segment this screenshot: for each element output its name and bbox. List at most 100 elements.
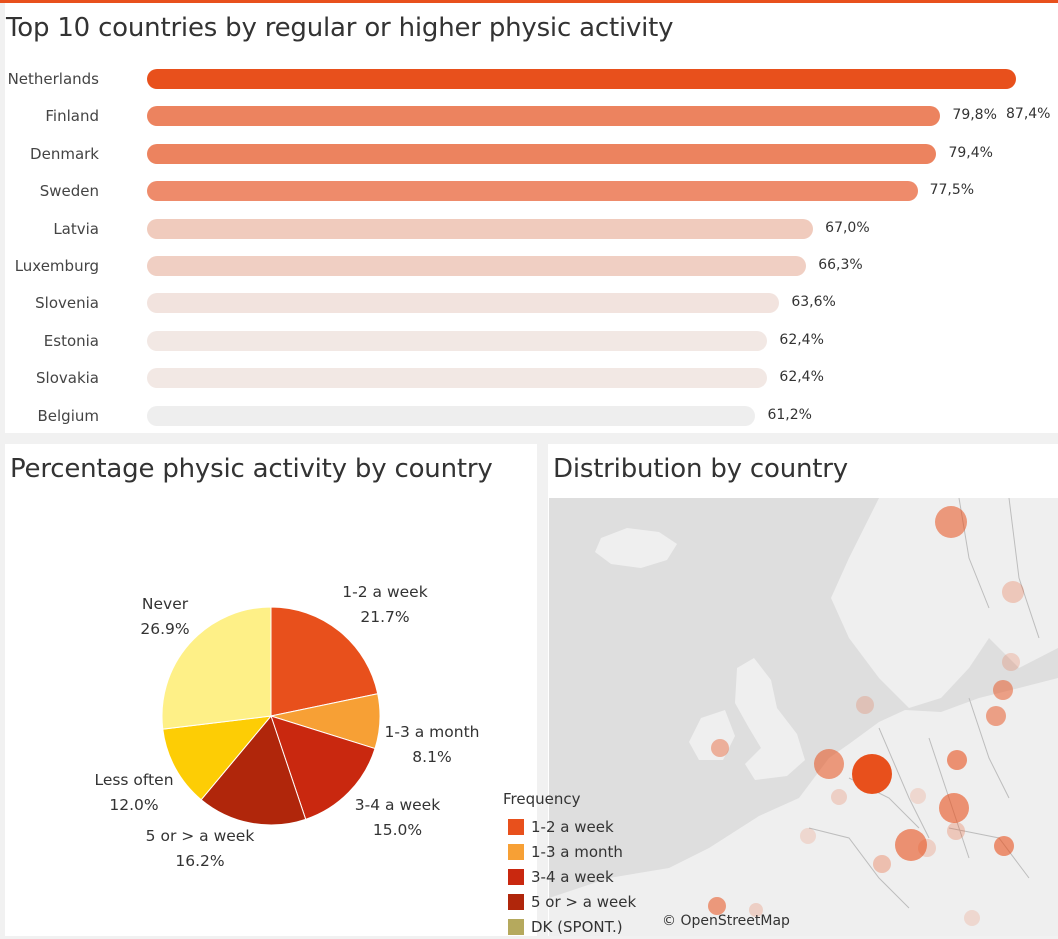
bubble-finland: [935, 506, 967, 538]
bubble-ireland: [711, 739, 729, 757]
bar-category-label: Slovenia: [35, 294, 99, 313]
bubble-netherlands: [814, 749, 844, 779]
pie-chart-panel: Percentage physic activity by country: [5, 444, 537, 936]
legend-label: 1-3 a month: [531, 842, 623, 861]
pie-slice-name: Less often: [94, 771, 174, 789]
legend-swatch: [508, 868, 524, 885]
bubble-hungary: [947, 822, 965, 840]
bar[interactable]: [147, 181, 918, 202]
bubble-portugal: [708, 897, 726, 915]
bubble-croatia: [873, 855, 891, 873]
bar-category-label: Belgium: [37, 406, 100, 425]
bar-category-label: Latvia: [53, 219, 99, 238]
legend-item[interactable]: 1-2 a week: [503, 814, 636, 839]
pie-slice-value: 26.9%: [140, 620, 190, 638]
bubble-lithuania: [986, 706, 1006, 726]
legend-label: 3-4 a week: [531, 867, 614, 886]
legend-swatch: [508, 893, 524, 910]
pie-slice-value: 12.0%: [109, 796, 159, 814]
pie-slice-name: Never: [141, 595, 189, 613]
bar[interactable]: [147, 405, 756, 426]
europe-map[interactable]: [549, 498, 1058, 936]
bubble-germany: [852, 754, 892, 794]
map-credit[interactable]: © OpenStreetMap: [662, 913, 790, 929]
ireland-shape: [689, 710, 735, 760]
bar[interactable]: [147, 218, 814, 239]
legend-item[interactable]: 1-3 a month: [503, 839, 636, 864]
pie-slice[interactable]: [161, 606, 272, 730]
legend-item[interactable]: 5 or > a week: [503, 889, 636, 914]
bar-category-label: Netherlands: [7, 70, 99, 88]
bubble-slovenia: [918, 839, 936, 857]
bar-value-label: 79,8%: [952, 107, 997, 124]
bar-category-label: Denmark: [30, 144, 99, 163]
scandinavia-shape: [831, 498, 1058, 708]
britain-shape: [735, 658, 805, 780]
pie-slice[interactable]: [200, 714, 307, 826]
legend-items: 1-2 a week 1-3 a month 3-4 a week 5 or > a …: [503, 814, 636, 939]
bubble-spain: [749, 903, 763, 917]
legend-label: DK (SPONT.): [531, 917, 623, 936]
bar[interactable]: [147, 143, 937, 164]
pie-slice-name: 3-4 a week: [354, 796, 441, 814]
pie-slice-value: 8.1%: [412, 748, 452, 766]
legend-title: Frequency: [503, 790, 581, 808]
legend-item[interactable]: DK (SPONT.): [503, 914, 636, 939]
pie-slice-value: 16.2%: [175, 852, 225, 870]
pie-slice-label: Less often 12.0%: [80, 768, 188, 818]
bar[interactable]: [147, 330, 768, 351]
bubble-poland: [947, 750, 967, 770]
bar[interactable]: [147, 368, 768, 389]
pie-chart-title: Percentage physic activity by country: [10, 454, 493, 484]
pie-slice-label: Never 26.9%: [120, 592, 210, 642]
bar-chart-title: Top 10 countries by regular or higher ph…: [6, 13, 674, 43]
bar-category-label: Estonia: [43, 331, 99, 350]
bar-value-label: 66,3%: [818, 257, 863, 273]
legend-item[interactable]: 3-4 a week: [503, 864, 636, 889]
bar-category-label: Finland: [45, 107, 99, 126]
map-base: [549, 498, 1058, 936]
bar-category-label: Slovakia: [36, 369, 99, 388]
bubble-czechia: [910, 788, 926, 804]
bubble-france: [800, 828, 816, 844]
pie-slice[interactable]: [270, 715, 376, 820]
bar[interactable]: [147, 293, 780, 314]
bubble-belgium: [831, 789, 847, 805]
bar-value-label: 87,4%: [1006, 106, 1051, 123]
bar-category-label: Sweden: [39, 182, 99, 201]
pie-slice-name: 5 or > a week: [145, 827, 255, 845]
pie-slice[interactable]: [162, 715, 273, 801]
pie-slice[interactable]: [270, 606, 379, 717]
bar-value-label: 79,4%: [948, 144, 993, 161]
top-accent-line: [0, 0, 1058, 3]
bar-value-label: 67,0%: [825, 219, 870, 236]
bar-category-label: Luxemburg: [14, 257, 99, 275]
bubble-greece: [964, 910, 980, 926]
bar-value-label: 61,2%: [767, 406, 812, 423]
bar[interactable]: [147, 106, 941, 127]
map-title: Distribution by country: [553, 454, 848, 484]
bar-value-label: 62,4%: [779, 331, 824, 348]
legend-label: 5 or > a week: [531, 892, 637, 911]
bubble-estonia: [1002, 653, 1020, 671]
pie-slice-value: 15.0%: [372, 821, 423, 839]
bar-value-label: 63,6%: [791, 294, 836, 311]
pie-slice-label: 5 or > a week 16.2%: [130, 824, 270, 874]
frequency-legend: Frequency 1-2 a week 1-3 a month 3-4 a wee…: [503, 790, 636, 939]
bubble-denmark: [856, 696, 874, 714]
bubble-austria: [895, 829, 927, 861]
legend-label: 1-2 a week: [531, 817, 614, 836]
legend-swatch: [508, 843, 524, 860]
pie-slice-label: 3-4 a week 15.0%: [340, 793, 455, 843]
pie-slice-label: 1-2 a week 21.7%: [330, 580, 440, 630]
legend-swatch: [508, 818, 524, 835]
bar[interactable]: [147, 256, 807, 276]
legend-swatch: [508, 918, 524, 935]
bubble-slovakia: [939, 793, 969, 823]
bar-value-label: 77,5%: [929, 182, 975, 199]
bar-value-label: 62,4%: [779, 369, 824, 386]
bubble-sweden: [1002, 581, 1024, 603]
pie-slice-label: 1-3 a month 8.1%: [372, 720, 492, 770]
bar[interactable]: [147, 69, 1016, 89]
